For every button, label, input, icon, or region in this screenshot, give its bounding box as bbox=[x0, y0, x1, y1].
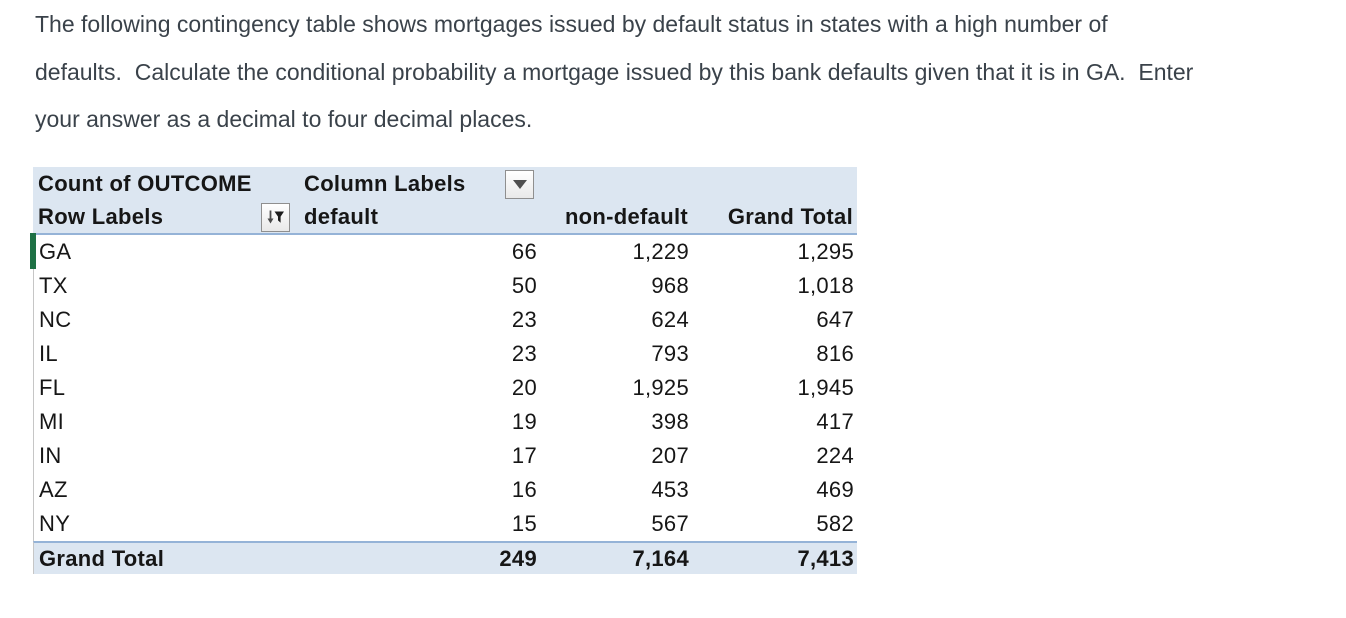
row-labels-sort-filter-button[interactable] bbox=[261, 202, 290, 232]
grand-total-count: 1,945 bbox=[797, 375, 854, 400]
question-line: defaults. Calculate the conditional prob… bbox=[35, 58, 1194, 85]
grand-total-count: 417 bbox=[816, 409, 854, 434]
grand-total-count: 647 bbox=[816, 307, 854, 332]
non-default-count: 453 bbox=[651, 477, 689, 502]
row-label: IL bbox=[39, 341, 58, 366]
non-default-count: 398 bbox=[651, 409, 689, 434]
table-row: AZ 16 453 469 bbox=[33, 473, 857, 507]
non-default-count: 793 bbox=[651, 341, 689, 366]
table-row: IL 23 793 816 bbox=[33, 337, 857, 371]
grand-total-count: 816 bbox=[816, 341, 854, 366]
pivot-title-cell: Count of OUTCOME bbox=[38, 171, 252, 196]
non-default-count: 968 bbox=[651, 273, 689, 298]
table-row: MI 19 398 417 bbox=[33, 405, 857, 439]
default-count: 17 bbox=[511, 443, 537, 468]
non-default-count: 1,229 bbox=[632, 239, 689, 264]
question-line: The following contingency table shows mo… bbox=[35, 11, 1108, 37]
column-labels-text: Column Labels bbox=[304, 171, 466, 196]
grand-total-count: 469 bbox=[816, 477, 854, 502]
question-line: your answer as a decimal to four decimal… bbox=[35, 106, 533, 132]
default-count: 15 bbox=[511, 511, 537, 536]
default-count: 50 bbox=[511, 273, 537, 298]
grand-total-count: 1,018 bbox=[797, 273, 854, 298]
table-row: NC 23 624 647 bbox=[33, 303, 857, 337]
table-row: IN 17 207 224 bbox=[33, 439, 857, 473]
default-count: 20 bbox=[511, 375, 537, 400]
grand-total-grand-total: 7,413 bbox=[797, 545, 854, 571]
default-count: 16 bbox=[511, 477, 537, 502]
pivot-header-row-1: Count of OUTCOME Column Labels bbox=[33, 167, 857, 201]
non-default-count: 1,925 bbox=[632, 375, 689, 400]
row-labels-cell: Row Labels bbox=[33, 202, 300, 232]
row-label: NY bbox=[39, 511, 71, 536]
grand-total-count: 1,295 bbox=[797, 239, 854, 264]
row-labels-text: Row Labels bbox=[38, 204, 164, 229]
table-row: GA 66 1,229 1,295 bbox=[33, 235, 857, 269]
row-label: TX bbox=[39, 273, 68, 298]
default-count: 66 bbox=[511, 239, 537, 264]
default-count: 23 bbox=[511, 307, 537, 332]
grand-total-default: 249 bbox=[499, 545, 537, 571]
grand-total-count: 224 bbox=[816, 443, 854, 468]
chevron-down-icon bbox=[512, 179, 527, 189]
row-label: GA bbox=[39, 239, 72, 264]
column-labels-cell: Column Labels bbox=[300, 169, 540, 199]
question-text: The following contingency table shows mo… bbox=[35, 1, 1193, 144]
col-header-default: default bbox=[304, 204, 379, 229]
sort-filter-icon bbox=[267, 210, 284, 223]
active-row-indicator bbox=[30, 233, 36, 269]
pivot-header-row-2: Row Labels default non-default Grand Tot… bbox=[33, 201, 857, 235]
default-count: 23 bbox=[511, 341, 537, 366]
non-default-count: 567 bbox=[651, 511, 689, 536]
grand-total-row: Grand Total 249 7,164 7,413 bbox=[33, 541, 857, 574]
col-header-non-default: non-default bbox=[564, 204, 688, 229]
table-row: NY 15 567 582 bbox=[33, 507, 857, 541]
default-count: 19 bbox=[511, 409, 537, 434]
grand-total-label: Grand Total bbox=[39, 545, 165, 571]
column-labels-dropdown-button[interactable] bbox=[505, 169, 534, 199]
row-label: IN bbox=[39, 443, 62, 468]
grand-total-count: 582 bbox=[816, 511, 854, 536]
non-default-count: 624 bbox=[651, 307, 689, 332]
row-label: FL bbox=[39, 375, 66, 400]
row-label: NC bbox=[39, 307, 72, 332]
table-row: TX 50 968 1,018 bbox=[33, 269, 857, 303]
table-row: FL 20 1,925 1,945 bbox=[33, 371, 857, 405]
non-default-count: 207 bbox=[651, 443, 689, 468]
grand-total-non-default: 7,164 bbox=[632, 545, 689, 571]
col-header-grand-total: Grand Total bbox=[727, 204, 853, 229]
pivot-body: GA 66 1,229 1,295 TX 50 968 1,018 NC 23 624 647 IL 23… bbox=[33, 235, 857, 541]
pivot-table: Count of OUTCOME Column Labels Row Label… bbox=[30, 167, 857, 574]
row-label: MI bbox=[39, 409, 65, 434]
row-label: AZ bbox=[39, 477, 68, 502]
